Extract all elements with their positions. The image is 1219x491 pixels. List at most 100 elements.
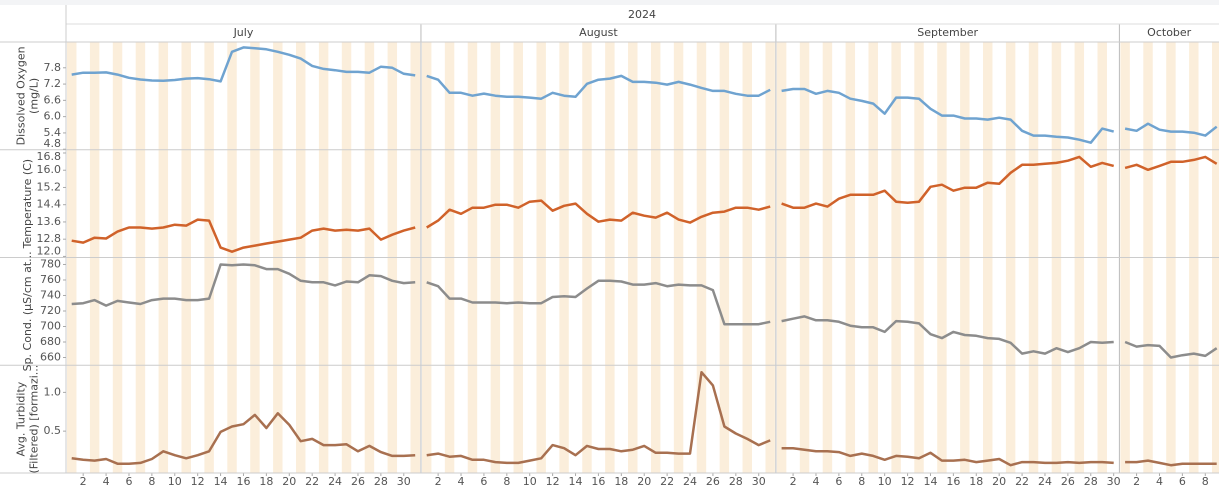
series-line xyxy=(71,263,416,307)
y-tick-label: 14.4 xyxy=(37,198,62,211)
series-line xyxy=(426,370,771,465)
x-tick-label: 18 xyxy=(969,475,983,488)
x-tick-label: 16 xyxy=(591,475,605,488)
series-line xyxy=(781,87,1115,144)
x-tick-label: 4 xyxy=(103,475,110,488)
y-axis-title: (mg/L) xyxy=(28,78,41,114)
y-axis-title: Avg. Turbidity xyxy=(15,381,28,456)
series-line xyxy=(781,446,1114,467)
x-tick-label: 16 xyxy=(236,475,250,488)
y-tick-label: 6.6 xyxy=(44,93,62,106)
x-tick-label: 26 xyxy=(351,475,365,488)
x-tick-label: 2 xyxy=(80,475,87,488)
x-tick-label: 10 xyxy=(168,475,182,488)
month-header: September xyxy=(917,26,978,39)
series-line xyxy=(781,315,1114,355)
x-tick-label: 6 xyxy=(1179,475,1186,488)
series-line xyxy=(426,279,771,326)
y-tick-label: 15.2 xyxy=(37,180,62,193)
y-axis-title: Temperature (C) xyxy=(21,159,34,249)
series-line xyxy=(1124,122,1218,137)
x-tick-label: 20 xyxy=(637,475,651,488)
y-tick-label: 660 xyxy=(40,350,61,363)
x-tick-label: 8 xyxy=(148,475,155,488)
x-tick-label: 10 xyxy=(523,475,537,488)
y-tick-label: 1.0 xyxy=(44,385,62,398)
month-header: July xyxy=(233,26,254,39)
y-tick-label: 0.5 xyxy=(44,424,62,437)
x-tick-label: 24 xyxy=(1038,475,1052,488)
y-tick-label: 12.0 xyxy=(37,245,62,258)
x-tick-label: 28 xyxy=(374,475,388,488)
x-tick-label: 18 xyxy=(614,475,628,488)
y-tick-label: 740 xyxy=(40,288,61,301)
y-axis-title: (Filtered) [formazi... xyxy=(28,365,41,474)
x-tick-label: 12 xyxy=(901,475,915,488)
y-tick-label: 16.0 xyxy=(37,163,62,176)
x-tick-label: 6 xyxy=(125,475,132,488)
y-axis-title: Sp. Cond. (µS/cm at... xyxy=(21,251,34,371)
y-tick-label: 4.8 xyxy=(44,137,62,150)
month-header: August xyxy=(579,26,618,39)
x-tick-label: 30 xyxy=(397,475,411,488)
series-line xyxy=(426,199,771,229)
x-tick-label: 10 xyxy=(878,475,892,488)
y-tick-label: 720 xyxy=(40,304,61,317)
series-line xyxy=(71,218,416,253)
x-tick-label: 22 xyxy=(1015,475,1029,488)
x-tick-label: 6 xyxy=(480,475,487,488)
y-tick-label: 7.8 xyxy=(44,61,62,74)
x-tick-label: 16 xyxy=(946,475,960,488)
y-tick-label: 680 xyxy=(40,335,61,348)
series-line xyxy=(1125,459,1217,467)
month-header: October xyxy=(1147,26,1191,39)
x-tick-label: 14 xyxy=(923,475,937,488)
series-line xyxy=(1124,155,1218,172)
series-line xyxy=(426,74,771,100)
y-tick-label: 7.2 xyxy=(44,77,62,90)
x-tick-label: 30 xyxy=(752,475,766,488)
x-tick-label: 26 xyxy=(1061,475,1075,488)
x-tick-label: 18 xyxy=(259,475,273,488)
series-line xyxy=(71,412,416,465)
y-tick-label: 16.8 xyxy=(37,150,62,163)
y-tick-label: 12.8 xyxy=(37,232,62,245)
x-tick-label: 30 xyxy=(1107,475,1121,488)
x-tick-label: 4 xyxy=(1156,475,1163,488)
x-tick-label: 12 xyxy=(191,475,205,488)
x-tick-label: 8 xyxy=(1202,475,1209,488)
y-tick-label: 700 xyxy=(40,319,61,332)
x-tick-label: 22 xyxy=(305,475,319,488)
x-tick-label: 2 xyxy=(435,475,442,488)
y-tick-label: 13.6 xyxy=(37,215,62,228)
x-tick-label: 2 xyxy=(1133,475,1140,488)
foreground xyxy=(0,5,1219,476)
series-line xyxy=(71,46,416,83)
y-tick-label: 5.4 xyxy=(44,126,62,139)
x-tick-label: 12 xyxy=(546,475,560,488)
x-tick-label: 20 xyxy=(992,475,1006,488)
y-tick-label: 780 xyxy=(40,258,61,271)
y-tick-label: 760 xyxy=(40,273,61,286)
x-tick-label: 6 xyxy=(835,475,842,488)
top-strip xyxy=(0,0,1219,5)
x-tick-label: 20 xyxy=(282,475,296,488)
series-line xyxy=(1124,340,1218,359)
x-tick-label: 26 xyxy=(706,475,720,488)
y-tick-label: 6.0 xyxy=(44,110,62,123)
y-axis-title: Dissolved Oxygen xyxy=(15,46,28,145)
year-header: 2024 xyxy=(628,8,656,21)
x-tick-label: 4 xyxy=(458,475,465,488)
x-tick-label: 24 xyxy=(683,475,697,488)
x-tick-label: 8 xyxy=(503,475,510,488)
x-tick-label: 24 xyxy=(328,475,342,488)
series-line xyxy=(781,155,1115,209)
x-tick-label: 4 xyxy=(812,475,819,488)
x-tick-label: 2 xyxy=(790,475,797,488)
x-tick-label: 14 xyxy=(569,475,583,488)
x-tick-label: 14 xyxy=(214,475,228,488)
x-tick-label: 22 xyxy=(660,475,674,488)
x-tick-label: 28 xyxy=(729,475,743,488)
x-tick-label: 8 xyxy=(858,475,865,488)
